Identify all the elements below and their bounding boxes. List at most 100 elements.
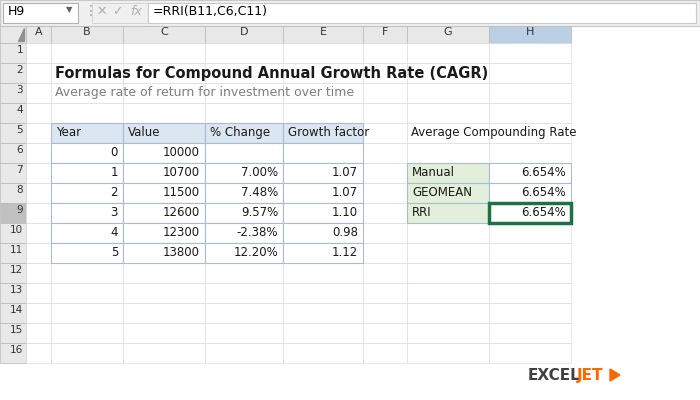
Text: 4: 4 — [16, 105, 23, 115]
Bar — [407, 203, 489, 223]
Bar — [283, 83, 363, 103]
Bar — [51, 163, 123, 183]
Bar — [51, 26, 123, 43]
Bar — [0, 143, 26, 163]
Text: 15: 15 — [10, 325, 23, 335]
Bar — [205, 43, 283, 63]
Bar — [283, 223, 363, 243]
Bar — [205, 283, 283, 303]
Bar — [51, 243, 123, 263]
Bar — [26, 43, 51, 63]
Text: 7.48%: 7.48% — [241, 186, 278, 199]
Bar — [123, 43, 205, 63]
Bar — [205, 243, 283, 263]
Bar — [123, 183, 205, 203]
Polygon shape — [18, 28, 24, 41]
Text: 6: 6 — [16, 145, 23, 155]
Bar — [283, 343, 363, 363]
Bar — [407, 323, 489, 343]
Bar — [123, 203, 205, 223]
Bar — [51, 303, 123, 323]
Text: A: A — [35, 27, 42, 37]
Text: 1.07: 1.07 — [332, 166, 358, 179]
Bar — [0, 283, 26, 303]
Text: E: E — [319, 27, 326, 37]
Bar — [489, 283, 571, 303]
Bar — [51, 283, 123, 303]
Bar — [407, 163, 489, 183]
Bar — [363, 183, 407, 203]
Bar — [51, 103, 123, 123]
Bar — [363, 223, 407, 243]
Bar — [123, 243, 205, 263]
Bar — [283, 303, 363, 323]
Bar — [26, 323, 51, 343]
Bar — [363, 103, 407, 123]
Bar — [363, 143, 407, 163]
Text: 2: 2 — [16, 65, 23, 75]
Bar — [26, 183, 51, 203]
Bar — [26, 163, 51, 183]
Bar — [26, 343, 51, 363]
Bar — [3, 3, 78, 23]
Bar — [363, 43, 407, 63]
Bar — [0, 163, 26, 183]
Text: EXCEL: EXCEL — [528, 368, 581, 383]
Bar — [283, 26, 363, 43]
Bar — [205, 323, 283, 343]
Bar — [363, 303, 407, 323]
Bar — [123, 243, 205, 263]
Text: 2: 2 — [111, 186, 118, 199]
Bar — [489, 123, 571, 143]
Bar — [51, 243, 123, 263]
Text: 1.10: 1.10 — [332, 206, 358, 219]
Text: 10: 10 — [10, 225, 23, 235]
Text: Manual: Manual — [412, 166, 455, 179]
Text: 1.12: 1.12 — [332, 246, 358, 259]
Text: Average Compounding Rate: Average Compounding Rate — [411, 126, 577, 139]
Bar — [205, 143, 283, 163]
Bar — [283, 243, 363, 263]
Text: ✓: ✓ — [112, 5, 122, 18]
Text: =RRI(B11,C6,C11): =RRI(B11,C6,C11) — [153, 5, 268, 18]
Bar — [123, 123, 205, 143]
Text: 11500: 11500 — [163, 186, 200, 199]
Bar — [407, 243, 489, 263]
Bar — [489, 303, 571, 323]
Text: Formulas for Compound Annual Growth Rate (CAGR): Formulas for Compound Annual Growth Rate… — [55, 66, 489, 81]
Bar — [489, 163, 571, 183]
Bar — [407, 203, 489, 223]
Bar — [0, 63, 26, 83]
Bar — [407, 163, 489, 183]
Bar — [407, 303, 489, 323]
Bar — [205, 103, 283, 123]
Bar — [51, 123, 123, 143]
Bar — [407, 103, 489, 123]
Bar — [489, 163, 571, 183]
Text: Value: Value — [128, 126, 160, 139]
Bar — [205, 183, 283, 203]
Bar — [407, 83, 489, 103]
Text: Growth factor: Growth factor — [288, 126, 370, 139]
Bar — [407, 183, 489, 203]
Text: ✕: ✕ — [96, 5, 106, 18]
Bar — [489, 263, 571, 283]
Bar — [123, 123, 205, 143]
Bar — [26, 243, 51, 263]
Bar — [26, 83, 51, 103]
Bar — [0, 343, 26, 363]
Bar — [26, 263, 51, 283]
Text: 12.20%: 12.20% — [233, 246, 278, 259]
Bar — [489, 183, 571, 203]
Text: D: D — [239, 27, 248, 37]
Bar — [489, 43, 571, 63]
Bar — [283, 123, 363, 143]
Bar — [283, 43, 363, 63]
Bar — [205, 263, 283, 283]
Bar — [407, 343, 489, 363]
Bar — [205, 243, 283, 263]
Bar — [407, 143, 489, 163]
Bar — [283, 123, 363, 143]
Bar — [407, 43, 489, 63]
Bar — [51, 143, 123, 163]
